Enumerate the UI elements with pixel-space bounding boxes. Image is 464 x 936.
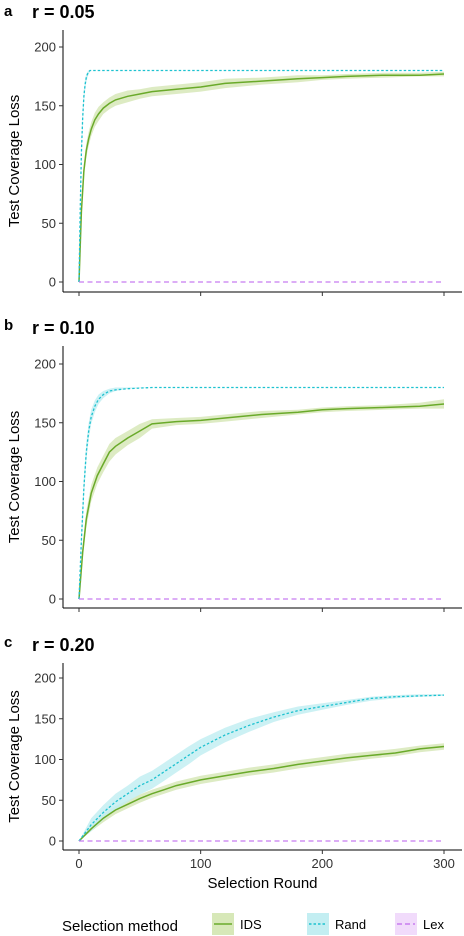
x-tick-label: 0 <box>75 856 82 871</box>
y-tick-label: 50 <box>42 793 56 808</box>
chart-panel-c: c r = 0.20 0 50 100 150 200 0 100 200 300 Test Cove… <box>4 634 462 892</box>
legend-title: Selection method <box>62 918 178 935</box>
panel-title: r = 0.10 <box>32 318 95 338</box>
y-axis-title: Test Coverage Loss <box>6 95 23 228</box>
band-rand <box>79 387 444 599</box>
y-tick-label: 100 <box>34 474 56 489</box>
series-line-rand <box>78 694 445 842</box>
legend-label: Lex <box>423 917 444 932</box>
y-tick-label: 100 <box>34 157 56 172</box>
series-line-rand <box>78 386 444 600</box>
y-tick-label: 0 <box>49 592 56 607</box>
x-tick-label: 100 <box>190 856 212 871</box>
series-line-ids <box>78 403 445 600</box>
y-tick-label: 150 <box>34 711 56 726</box>
y-tick-label: 200 <box>34 40 56 55</box>
y-tick-label: 200 <box>34 671 56 686</box>
y-tick-label: 50 <box>42 533 56 548</box>
y-tick-label: 150 <box>34 98 56 113</box>
series-line-ids <box>78 745 445 842</box>
legend-item-ids: IDS <box>212 913 262 935</box>
series-line-ids <box>78 73 445 283</box>
series-line-rand <box>78 69 444 283</box>
band-ids <box>79 71 444 282</box>
y-tick-label: 50 <box>42 216 56 231</box>
band-ids <box>79 399 444 599</box>
y-axis-title: Test Coverage Loss <box>6 411 23 544</box>
legend-label: Rand <box>335 917 366 932</box>
y-axis-title: Test Coverage Loss <box>6 690 23 823</box>
legend-item-lex: Lex <box>395 913 444 935</box>
x-axis-title: Selection Round <box>207 875 317 892</box>
y-tick-label: 0 <box>49 834 56 849</box>
x-tick-label: 200 <box>311 856 333 871</box>
chart-panel-a: a r = 0.05 0 50 100 150 200 Test Coverage Loss <box>4 2 462 296</box>
panel-title: r = 0.20 <box>32 635 95 655</box>
legend-item-rand: Rand <box>307 913 366 935</box>
legend-label: IDS <box>240 917 262 932</box>
band-rand <box>79 70 444 282</box>
y-tick-label: 0 <box>49 275 56 290</box>
band-rand <box>79 694 444 841</box>
y-tick-label: 100 <box>34 752 56 767</box>
y-tick-label: 200 <box>34 357 56 372</box>
y-tick-label: 150 <box>34 415 56 430</box>
panel-letter: c <box>4 634 12 651</box>
band-ids <box>79 743 444 841</box>
chart-panel-b: b r = 0.10 0 50 100 150 200 Test Coverage Loss <box>4 317 462 612</box>
legend: Selection method IDS Rand Lex <box>62 913 444 935</box>
x-tick-label: 300 <box>433 856 455 871</box>
panel-letter: a <box>4 3 13 20</box>
panel-title: r = 0.05 <box>32 2 95 22</box>
panel-letter: b <box>4 317 13 334</box>
